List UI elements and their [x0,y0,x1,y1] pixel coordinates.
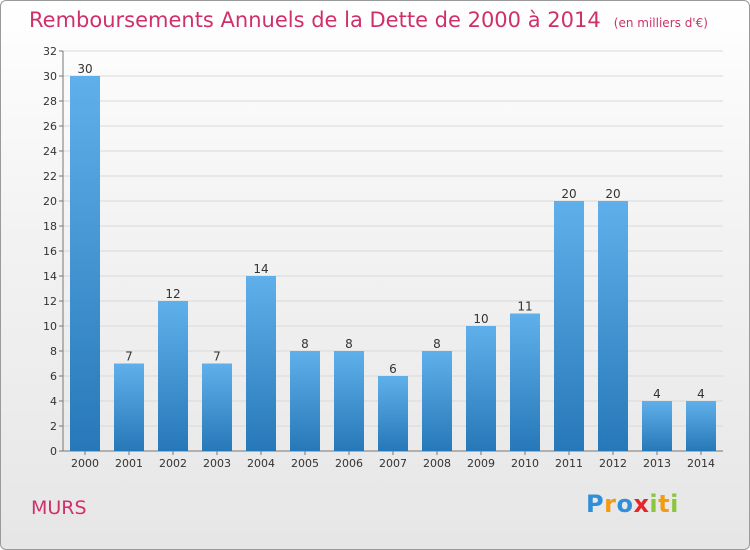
bar [510,313,540,451]
y-tick-label: 0 [50,445,57,458]
logo-letter: o [616,490,634,518]
data-label: 8 [433,337,441,351]
y-tick-label: 22 [43,170,57,183]
bar [70,76,100,451]
bar [158,301,188,451]
x-tick-label: 2005 [291,457,319,470]
x-tick-label: 2014 [687,457,715,470]
bar [334,351,364,451]
bar [466,326,496,451]
y-tick-label: 30 [43,70,57,83]
y-tick-label: 6 [50,370,57,383]
data-label: 12 [165,287,180,301]
x-tick-label: 2010 [511,457,539,470]
proxiti-logo: Proxiti [586,490,679,518]
x-tick-label: 2006 [335,457,363,470]
logo-letter: t [658,490,671,518]
y-tick-label: 4 [50,395,57,408]
y-tick-label: 26 [43,120,57,133]
y-tick-label: 14 [43,270,57,283]
y-tick-label: 2 [50,420,57,433]
data-label: 14 [253,262,268,276]
x-tick-label: 2012 [599,457,627,470]
logo-letter: x [633,490,650,518]
logo-letter: i [670,490,679,518]
y-tick-label: 16 [43,245,57,258]
bar [422,351,452,451]
data-label: 11 [517,300,532,314]
bar [114,363,144,451]
logo-letter: r [604,490,617,518]
commune-name: MURS [31,497,87,519]
x-tick-label: 2002 [159,457,187,470]
bar [246,276,276,451]
y-tick-label: 32 [43,45,57,58]
chart-subtitle: (en milliers d'€) [613,16,708,30]
bar [642,401,672,451]
bar [598,201,628,451]
y-tick-label: 12 [43,295,57,308]
bar [202,363,232,451]
y-tick-label: 24 [43,145,57,158]
data-label: 4 [697,387,705,401]
y-tick-label: 20 [43,195,57,208]
data-label: 30 [77,62,92,76]
data-label: 20 [605,187,620,201]
x-tick-label: 2008 [423,457,451,470]
bar [686,401,716,451]
data-label: 7 [213,350,221,364]
data-label: 6 [389,362,397,376]
y-tick-label: 18 [43,220,57,233]
x-tick-label: 2000 [71,457,99,470]
x-tick-label: 2009 [467,457,495,470]
data-label: 10 [473,312,488,326]
data-label: 20 [561,187,576,201]
x-tick-label: 2004 [247,457,275,470]
x-tick-label: 2001 [115,457,143,470]
data-label: 4 [653,387,661,401]
y-tick-label: 28 [43,95,57,108]
bar [554,201,584,451]
bar [378,376,408,451]
logo-letter: P [586,490,605,518]
y-tick-label: 10 [43,320,57,333]
chart-title: Remboursements Annuels de la Dette de 20… [29,8,601,32]
x-tick-label: 2003 [203,457,231,470]
data-label: 8 [301,337,309,351]
logo-letter: i [649,490,659,518]
x-tick-label: 2007 [379,457,407,470]
y-tick-label: 8 [50,345,57,358]
x-tick-label: 2011 [555,457,583,470]
title-line: Remboursements Annuels de la Dette de 20… [29,8,708,32]
bar [290,351,320,451]
x-tick-label: 2013 [643,457,671,470]
data-label: 8 [345,337,353,351]
data-label: 7 [125,350,133,364]
